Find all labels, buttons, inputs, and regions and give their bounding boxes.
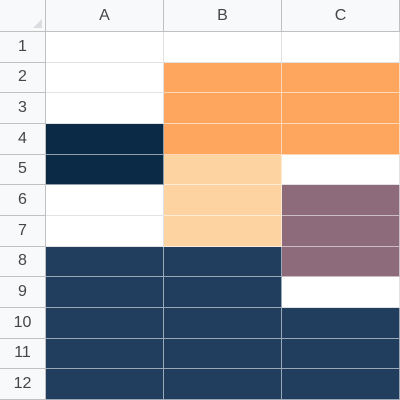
cell-c8[interactable] [282, 246, 400, 278]
select-all-corner[interactable] [0, 0, 46, 32]
cell-c6[interactable] [282, 185, 400, 216]
row-header-7[interactable]: 7 [0, 215, 46, 247]
row-header-11[interactable]: 11 [0, 338, 46, 370]
row-header-8[interactable]: 8 [0, 246, 46, 278]
cell-a10[interactable] [46, 307, 164, 339]
cell-c9[interactable] [282, 277, 400, 308]
row-header-2[interactable]: 2 [0, 62, 46, 94]
cell-b11[interactable] [164, 338, 282, 370]
row-header-9[interactable]: 9 [0, 277, 46, 308]
cell-a1[interactable] [46, 32, 164, 63]
cell-b5[interactable] [164, 154, 282, 186]
cell-b3[interactable] [164, 93, 282, 124]
cell-c11[interactable] [282, 338, 400, 370]
row-header-4[interactable]: 4 [0, 123, 46, 155]
cell-a9[interactable] [46, 277, 164, 308]
cell-b2[interactable] [164, 62, 282, 94]
cell-b8[interactable] [164, 246, 282, 278]
cell-a8[interactable] [46, 246, 164, 278]
row-header-10[interactable]: 10 [0, 307, 46, 339]
cell-c1[interactable] [282, 32, 400, 63]
cell-c7[interactable] [282, 215, 400, 247]
row-header-1[interactable]: 1 [0, 32, 46, 63]
cell-c10[interactable] [282, 307, 400, 339]
row-header-3[interactable]: 3 [0, 93, 46, 124]
cell-a11[interactable] [46, 338, 164, 370]
cell-b9[interactable] [164, 277, 282, 308]
cell-c4[interactable] [282, 123, 400, 155]
cell-b1[interactable] [164, 32, 282, 63]
select-all-triangle-icon [33, 19, 42, 28]
cell-b10[interactable] [164, 307, 282, 339]
cell-b6[interactable] [164, 185, 282, 216]
column-header-a[interactable]: A [46, 0, 164, 32]
cell-a2[interactable] [46, 62, 164, 94]
row-header-12[interactable]: 12 [0, 369, 46, 400]
cell-c5[interactable] [282, 154, 400, 186]
column-header-c[interactable]: C [282, 0, 400, 32]
cell-c2[interactable] [282, 62, 400, 94]
cell-a6[interactable] [46, 185, 164, 216]
cell-b12[interactable] [164, 369, 282, 400]
cell-c12[interactable] [282, 369, 400, 400]
cell-a4[interactable] [46, 123, 164, 155]
row-header-6[interactable]: 6 [0, 185, 46, 216]
column-header-b[interactable]: B [164, 0, 282, 32]
cell-c3[interactable] [282, 93, 400, 124]
cell-a3[interactable] [46, 93, 164, 124]
cell-a7[interactable] [46, 215, 164, 247]
cell-a12[interactable] [46, 369, 164, 400]
cell-b4[interactable] [164, 123, 282, 155]
row-header-5[interactable]: 5 [0, 154, 46, 186]
cell-b7[interactable] [164, 215, 282, 247]
cell-a5[interactable] [46, 154, 164, 186]
